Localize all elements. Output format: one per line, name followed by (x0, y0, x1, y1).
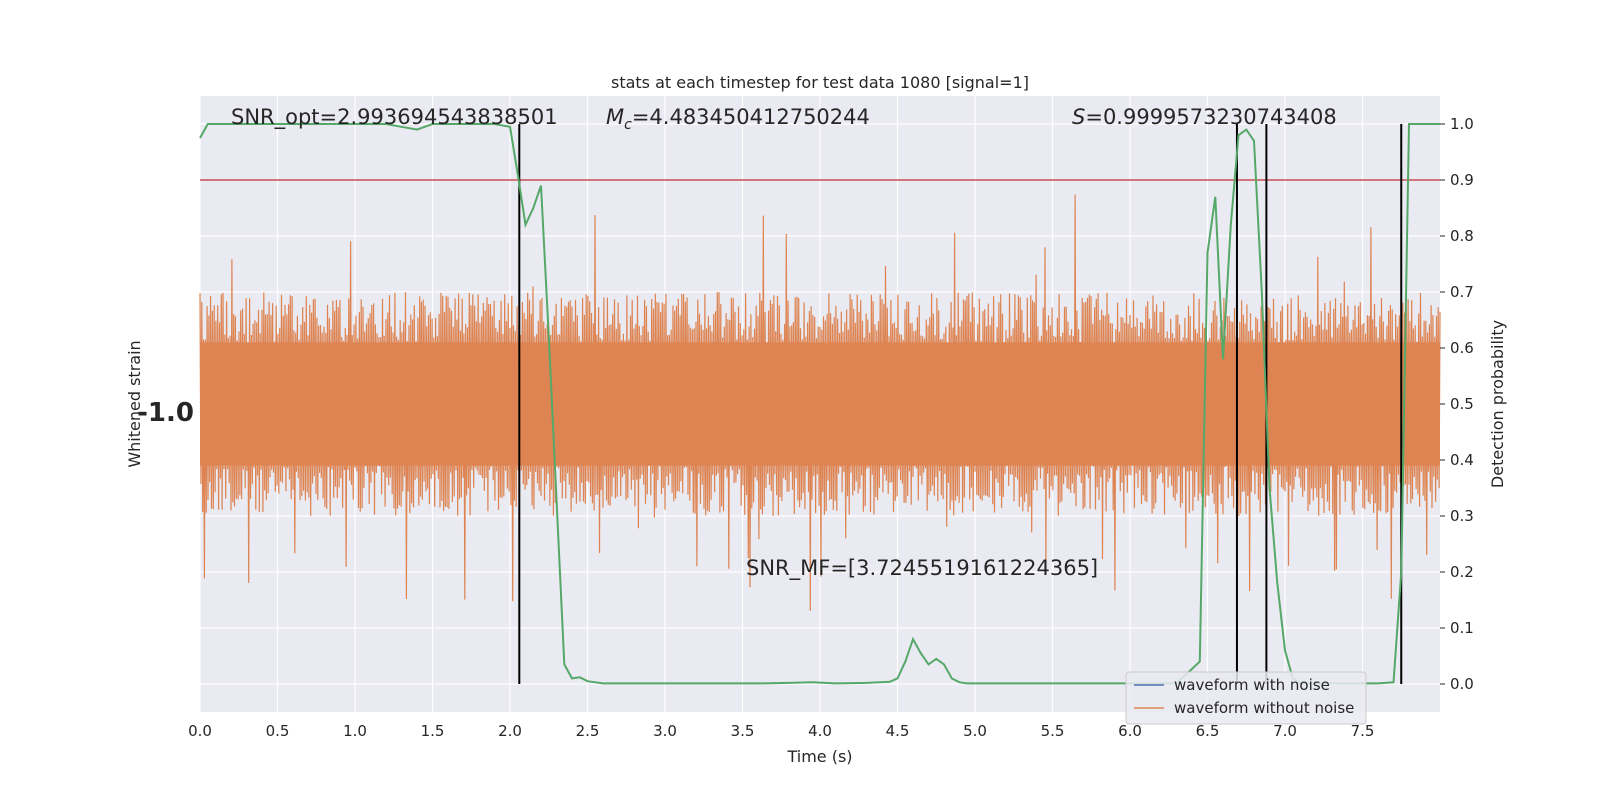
x-tick-label: 6.0 (1118, 722, 1142, 740)
legend: waveform with noise waveform without noi… (1125, 671, 1367, 725)
annotation-chirp-mass-symbol: M (606, 105, 624, 129)
x-tick-label: 3.0 (653, 722, 677, 740)
y-tick-label: 0.3 (1450, 507, 1474, 525)
y-tick-label: 0.4 (1450, 451, 1474, 469)
annotation-chirp-mass-subscript: c (624, 117, 632, 133)
y-tick-label: 0.5 (1450, 395, 1474, 413)
right-y-axis-ticks: 0.0 0.1 0.2 0.3 0.4 0.5 0.6 0.7 0.8 0.9 1.0 (1440, 115, 1474, 693)
y-tick-label: 0.0 (1450, 675, 1474, 693)
y-tick-label: 0.9 (1450, 171, 1474, 189)
annotation-snr-mf: SNR_MF=[3.7245519161224365] (746, 556, 1098, 581)
x-tick-label: 1.0 (343, 722, 367, 740)
legend-frame (1125, 671, 1367, 725)
x-tick-label: 1.5 (421, 722, 445, 740)
annotation-chirp-mass: Mc=4.483450412750244 (606, 105, 870, 133)
x-tick-label: 5.5 (1041, 722, 1065, 740)
annotation-chirp-mass-value: =4.483450412750244 (632, 105, 870, 129)
annotation-s: S=0.9999573230743408 (1072, 105, 1337, 129)
x-axis-ticks: 0.0 0.5 1.0 1.5 2.0 2.5 3.0 3.5 4.0 4.5 5.0 5.5 6.0 6… (188, 722, 1374, 740)
noise-band-trace (199, 194, 1441, 611)
x-tick-label: 6.5 (1196, 722, 1220, 740)
y-tick-label: 0.8 (1450, 227, 1474, 245)
event-lines (518, 124, 1403, 684)
x-tick-label: 7.0 (1273, 722, 1297, 740)
x-tick-label: 2.5 (576, 722, 600, 740)
series-waveform-without-noise (199, 194, 1441, 611)
x-tick-label: 0.0 (188, 722, 212, 740)
legend-label-waveform-with-noise: waveform with noise (1174, 676, 1330, 694)
left-y-axis-tick-labels: -1.0 (137, 398, 194, 428)
y-tick-label: 0.1 (1450, 619, 1474, 637)
right-y-axis-label: Detection probability (1488, 320, 1507, 488)
detection-probability-line (199, 123, 1440, 685)
x-axis-label: Time (s) (786, 747, 852, 766)
x-tick-label: 4.5 (886, 722, 910, 740)
left-y-axis-label: Whitened strain (125, 340, 144, 467)
x-tick-label: 0.5 (266, 722, 290, 740)
x-tick-label: 3.5 (731, 722, 755, 740)
y-tick-label: 1.0 (1450, 115, 1474, 133)
chart-title: stats at each timestep for test data 108… (611, 73, 1029, 92)
annotation-s-symbol: S (1072, 105, 1085, 129)
y-tick-label: 0.6 (1450, 339, 1474, 357)
series-detection-probability (199, 123, 1440, 685)
y-tick-label: 0.2 (1450, 563, 1474, 581)
legend-label-waveform-without-noise: waveform without noise (1174, 699, 1354, 717)
x-tick-label: 5.0 (963, 722, 987, 740)
annotation-snr-opt: SNR_opt=2.993694543838501 (231, 105, 558, 130)
x-tick-label: 4.0 (808, 722, 832, 740)
x-tick-label: 7.5 (1351, 722, 1375, 740)
annotation-s-value: =0.9999573230743408 (1085, 105, 1336, 129)
y-tick-label: 0.7 (1450, 283, 1474, 301)
x-tick-label: 2.0 (498, 722, 522, 740)
